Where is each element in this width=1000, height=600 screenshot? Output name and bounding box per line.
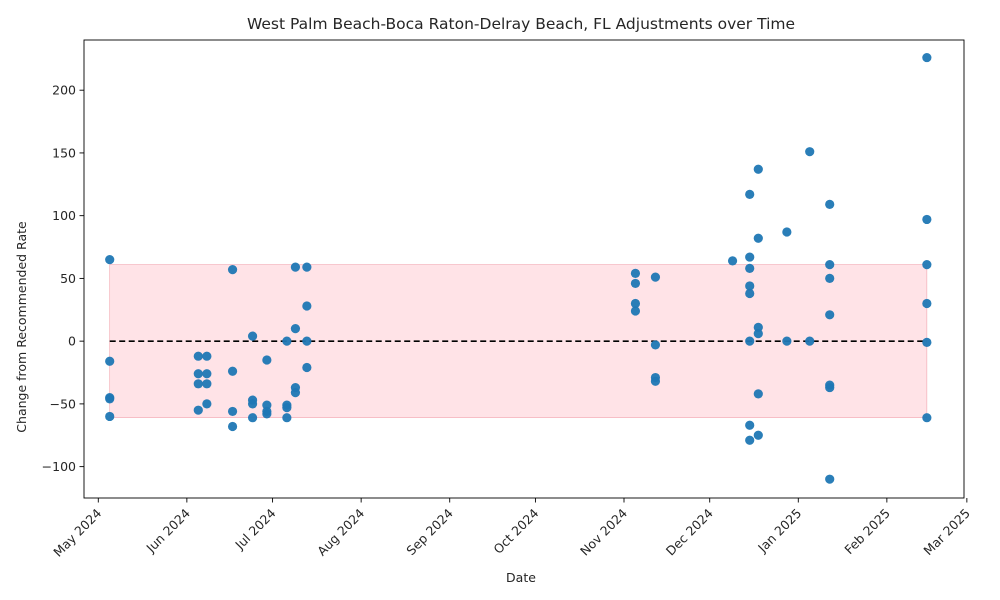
- scatter-point: [227, 265, 238, 275]
- plot-area: [105, 52, 932, 484]
- scatter-point: [650, 272, 661, 282]
- scatter-point: [825, 474, 835, 484]
- scatter-point: [202, 399, 212, 409]
- scatter-point: [247, 399, 258, 409]
- scatter-point: [290, 262, 301, 272]
- scatter-point: [630, 306, 641, 316]
- scatter-point: [630, 278, 641, 289]
- points-layer: [105, 52, 932, 484]
- scatter-point: [193, 379, 203, 389]
- scatter-point: [825, 310, 835, 320]
- scatter-point: [753, 233, 763, 243]
- scatter-point: [202, 369, 212, 379]
- scatter-point: [753, 430, 763, 440]
- scatter-point: [922, 298, 932, 309]
- scatter-point: [805, 147, 815, 157]
- scatter-point: [302, 301, 312, 311]
- scatter-point: [650, 340, 661, 350]
- y-tick-label: −50: [50, 396, 76, 411]
- scatter-point: [825, 382, 835, 393]
- scatter-point: [193, 405, 203, 415]
- scatter-point: [745, 263, 755, 273]
- y-tick-label: 50: [60, 271, 76, 286]
- scatter-point: [745, 420, 755, 430]
- scatter-point: [825, 273, 835, 284]
- scatter-point: [202, 351, 212, 361]
- scatter-point: [650, 376, 661, 386]
- scatter-point: [922, 413, 932, 423]
- scatter-point: [105, 411, 115, 422]
- scatter-point: [922, 214, 932, 225]
- y-tick-label: 200: [52, 83, 76, 98]
- scatter-point: [745, 288, 755, 299]
- scatter-point: [290, 387, 301, 398]
- scatter-point: [753, 329, 763, 339]
- y-axis-ticks: −100 −50 0 50 100 150 200: [42, 83, 84, 474]
- scatter-point: [282, 413, 292, 423]
- scatter-point: [290, 324, 301, 334]
- scatter-point: [193, 351, 203, 361]
- scatter-point: [922, 260, 932, 270]
- axes-frame: [83, 39, 965, 499]
- scatter-point: [282, 336, 292, 346]
- scatter-point: [727, 256, 738, 266]
- chart-title: West Palm Beach-Boca Raton-Delray Beach,…: [247, 15, 795, 33]
- scatter-point: [753, 389, 763, 399]
- scatter-point: [247, 331, 258, 341]
- scatter-point: [745, 336, 755, 346]
- scatter-point: [630, 268, 641, 278]
- x-axis-label: Date: [506, 570, 536, 585]
- scatter-point: [262, 409, 272, 419]
- scatter-point: [302, 362, 312, 373]
- y-tick-label: −100: [42, 459, 76, 474]
- scatter-point: [922, 52, 932, 63]
- scatter-point: [227, 421, 238, 432]
- y-tick-label: 0: [68, 334, 76, 349]
- scatter-point: [745, 252, 755, 262]
- scatter-point: [745, 189, 755, 199]
- scatter-point: [302, 262, 312, 272]
- y-axis-label: Change from Recommended Rate: [14, 221, 29, 433]
- scatter-point: [105, 356, 115, 366]
- scatter-point: [105, 394, 115, 404]
- scatter-point: [193, 369, 203, 379]
- scatter-point: [805, 336, 815, 346]
- scatter-point: [302, 336, 312, 346]
- scatter-point: [825, 260, 835, 270]
- scatter-point: [825, 199, 835, 209]
- scatter-point: [922, 337, 932, 348]
- scatter-point: [782, 227, 792, 237]
- scatter-point: [745, 435, 755, 445]
- scatter-point: [202, 379, 212, 389]
- scatter-point: [105, 254, 115, 265]
- scatter-point: [247, 413, 258, 423]
- scatter-point: [782, 336, 792, 346]
- scatter-point: [262, 355, 272, 365]
- scatter-point: [227, 406, 238, 417]
- scatter-point: [630, 298, 641, 309]
- scatter-point: [753, 164, 763, 174]
- scatter-point: [745, 281, 755, 291]
- y-tick-label: 100: [52, 208, 76, 223]
- scatter-point: [282, 403, 292, 413]
- y-tick-label: 150: [52, 145, 76, 160]
- scatter-point: [227, 366, 238, 376]
